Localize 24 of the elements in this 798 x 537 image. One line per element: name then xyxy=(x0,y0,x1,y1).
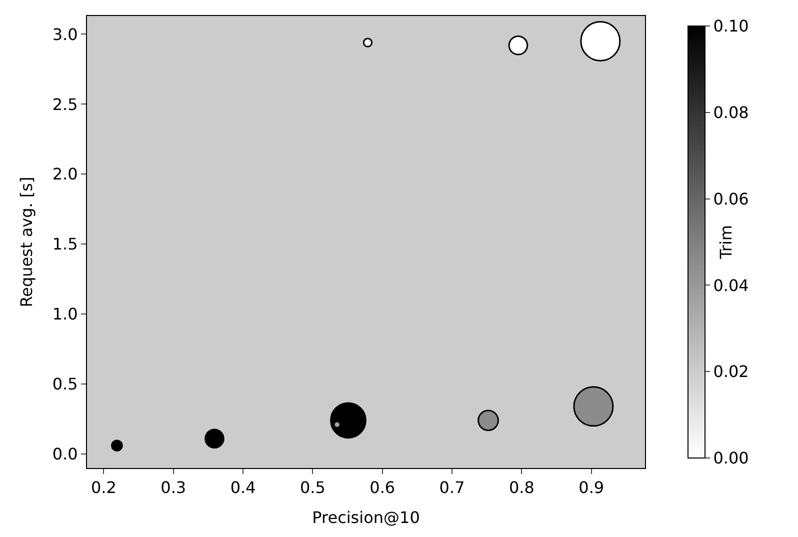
x-tick-label: 0.7 xyxy=(439,478,465,498)
y-tick-label: 0.0 xyxy=(52,444,78,464)
x-axis-title: Precision@10 xyxy=(312,508,420,527)
x-tick-label: 0.6 xyxy=(370,478,396,498)
x-tick-label: 0.4 xyxy=(230,478,256,498)
color-bar-label: 0.10 xyxy=(713,16,749,36)
y-axis-title: Request avg. [s] xyxy=(17,176,36,308)
color-bar-label: 0.04 xyxy=(713,276,749,295)
y-tick-label: 1.5 xyxy=(52,234,78,254)
color-bar-label: 0.00 xyxy=(713,448,749,468)
y-tick-label: 2.5 xyxy=(52,94,78,114)
color-bar-label: 0.08 xyxy=(713,103,749,122)
y-tick-label: 1.0 xyxy=(52,304,78,324)
y-tick-label: 2.0 xyxy=(52,164,78,184)
color-bar-label: 0.02 xyxy=(713,362,749,382)
color-bar-label: 0.06 xyxy=(713,189,749,208)
y-tick-label: 0.5 xyxy=(52,374,78,394)
x-tick-label: 0.9 xyxy=(578,478,604,498)
x-tick-label: 0.3 xyxy=(160,478,186,498)
color-bar-title: Trim xyxy=(716,224,736,260)
x-tick-label: 0.2 xyxy=(90,478,116,498)
x-tick-label: 0.5 xyxy=(300,478,326,498)
x-tick-label: 0.8 xyxy=(508,478,534,498)
y-tick-label: 3.0 xyxy=(52,24,78,44)
